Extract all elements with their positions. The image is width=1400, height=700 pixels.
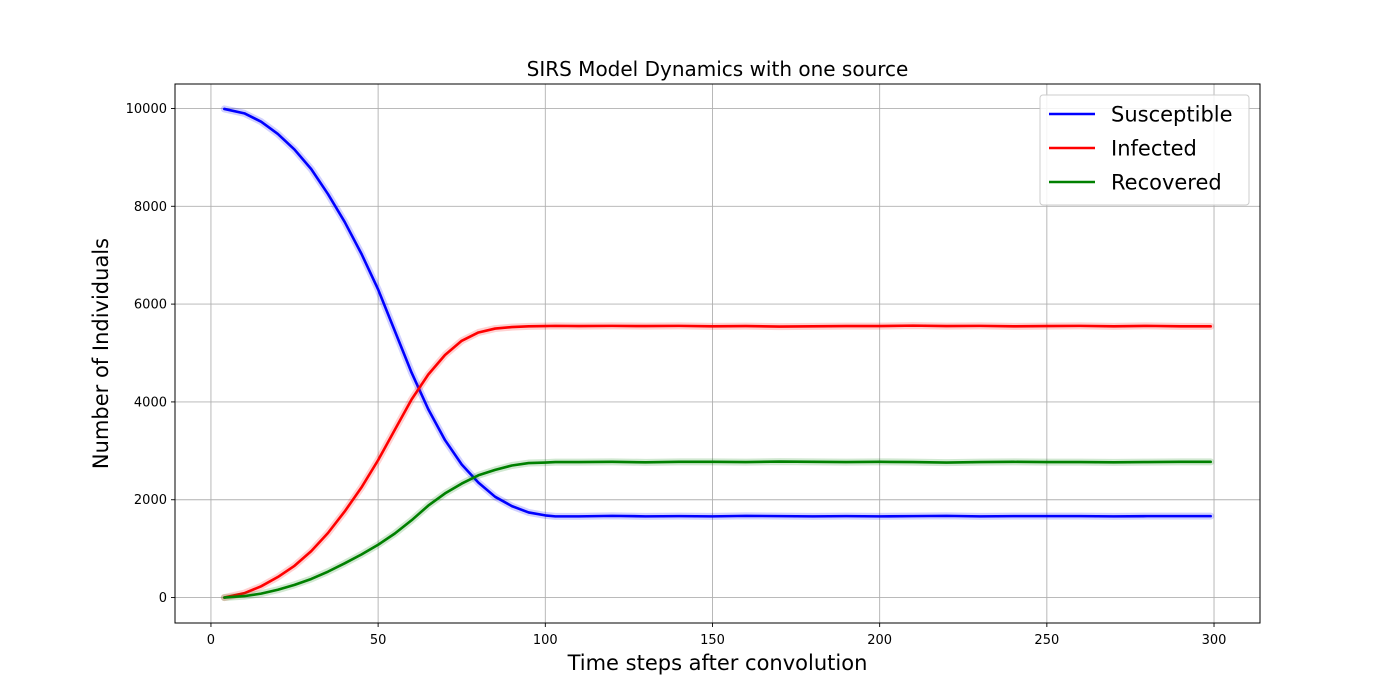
legend-label-susceptible: Susceptible [1111, 103, 1233, 127]
recovered-line [223, 460, 1212, 599]
plot-frame [174, 83, 1261, 624]
y-axis-label: Number of Individuals [89, 238, 113, 469]
x-tick-label: 150 [700, 633, 725, 648]
grid [175, 84, 1260, 623]
y-tick-label: 0 [159, 591, 167, 606]
x-tick-label: 200 [867, 633, 892, 648]
x-tick-label: 50 [370, 633, 387, 648]
x-tick-label: 250 [1034, 633, 1059, 648]
chart-title: SIRS Model Dynamics with one source [527, 57, 909, 81]
legend-label-recovered: Recovered [1111, 171, 1222, 195]
y-tick-label: 10000 [126, 102, 167, 117]
x-tick-label: 0 [207, 633, 215, 648]
y-tick-label: 2000 [134, 493, 167, 508]
legend: Susceptible Infected Recovered [1039, 94, 1250, 206]
axis-ticks: 0 50 100 150 200 250 300 0 2000 4000 6000 8000 10000 [126, 102, 1227, 648]
x-axis-label: Time steps after convolution [567, 651, 868, 675]
y-tick-label: 6000 [134, 298, 167, 313]
x-tick-label: 100 [533, 633, 558, 648]
series-lines [220, 105, 1215, 602]
x-tick-label: 300 [1202, 633, 1227, 648]
infected-line [223, 324, 1212, 599]
y-tick-label: 4000 [134, 395, 167, 410]
legend-box [1039, 94, 1250, 206]
legend-label-infected: Infected [1111, 137, 1197, 161]
susceptible-line [223, 107, 1212, 518]
y-tick-label: 8000 [134, 200, 167, 215]
